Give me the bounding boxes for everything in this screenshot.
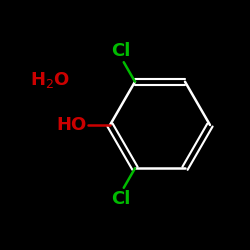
Text: H$_2$O: H$_2$O — [30, 70, 70, 90]
Text: HO: HO — [56, 116, 86, 134]
Text: Cl: Cl — [112, 190, 131, 208]
Text: Cl: Cl — [112, 42, 131, 60]
